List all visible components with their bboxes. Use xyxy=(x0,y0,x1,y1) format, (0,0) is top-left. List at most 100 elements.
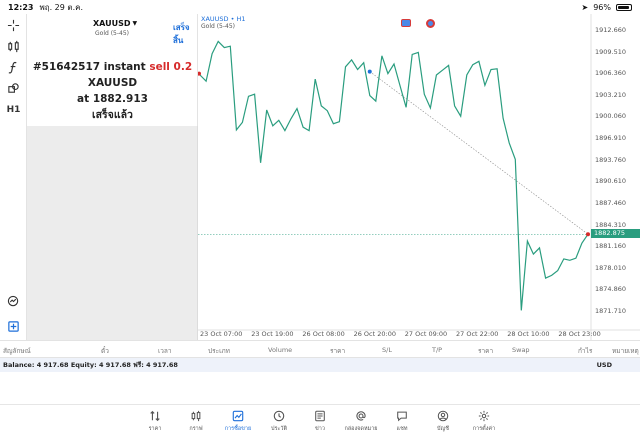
tab-label: ข่าว xyxy=(315,426,325,432)
tab-account[interactable]: บัญชี xyxy=(423,410,463,433)
price-tick-label: 1881.160 xyxy=(595,242,627,251)
price-tick-label: 1906.360 xyxy=(595,69,627,78)
battery-percent: 96% xyxy=(593,2,611,12)
battery-icon xyxy=(616,3,632,11)
tab-label: ราคา xyxy=(148,426,162,432)
price-tick-label: 1878.010 xyxy=(595,263,627,272)
trade-chart-icon xyxy=(232,410,244,422)
col-time: เวลา xyxy=(158,347,172,355)
price-tick-label: 1900.060 xyxy=(595,112,627,121)
tab-label: การตั้งค่า xyxy=(472,426,496,432)
col-symbol: สัญลักษณ์ xyxy=(3,347,31,355)
bottom-tab-bar: ราคา กราฟ การซื้อขาย ประวัติ ข่าว กล่องจ… xyxy=(0,404,640,447)
col-price: ราคา xyxy=(330,347,346,355)
gear-icon xyxy=(478,410,490,422)
col-type: ประเภท xyxy=(208,347,230,355)
time-tick-label: 23 Oct 19:00 xyxy=(251,330,294,338)
chart-subtitle: Gold (5-45) xyxy=(201,23,236,30)
col-swap: Swap xyxy=(512,346,530,354)
time-tick-label: 23 Oct 07:00 xyxy=(200,330,243,338)
balance-text: Balance: 4 917.68 Equity: 4 917.68 ฟรี: … xyxy=(3,361,178,369)
tab-settings[interactable]: การตั้งค่า xyxy=(464,410,504,433)
crosshair-icon[interactable] xyxy=(4,17,23,33)
trade-message: #51642517 instant sell 0.2 XAUUSD at 188… xyxy=(31,59,194,123)
arrows-up-down-icon xyxy=(150,410,160,422)
price-tick-label: 1893.760 xyxy=(595,155,627,164)
order-action: sell 0.2 xyxy=(149,61,193,73)
tab-chat[interactable]: แชท xyxy=(382,410,422,433)
price-chart[interactable]: XAUUSD • H1 Gold (5-45) 1912.660 1909.510… xyxy=(198,14,640,340)
col-tp: T/P xyxy=(432,346,443,354)
time-tick-label: 28 Oct 10:00 xyxy=(507,330,550,338)
price-tick-label: 1871.710 xyxy=(595,307,627,315)
current-price-tag: 1882.875 xyxy=(591,229,640,238)
col-profit: กำไร xyxy=(578,347,593,355)
account-icon xyxy=(437,410,449,422)
candles-icon xyxy=(191,410,201,422)
chart-title: XAUUSD • H1 xyxy=(201,15,246,23)
tab-label: บัญชี xyxy=(437,426,449,432)
tab-label: กราฟ xyxy=(189,426,203,432)
price-tick-label: 1912.660 xyxy=(595,26,627,34)
order-price: 1882.913 xyxy=(92,93,148,105)
col-comment: หมายเหตุ xyxy=(612,347,639,355)
balance-bar: Balance: 4 917.68 Equity: 4 917.68 ฟรี: … xyxy=(0,358,640,372)
time-tick-label: 26 Oct 20:00 xyxy=(353,330,396,338)
panel-background xyxy=(27,126,198,340)
positions-table-header: สัญลักษณ์ ตั๋ว เวลา ประเภท Volume ราคา S… xyxy=(0,340,640,358)
tab-label: กล่องจดหมาย xyxy=(344,426,378,432)
chart-mode-icon[interactable] xyxy=(426,19,435,28)
one-click-trading-icon[interactable] xyxy=(401,19,411,27)
price-tick-label: 1896.910 xyxy=(595,134,627,143)
new-order-icon[interactable] xyxy=(4,318,23,334)
zoom-icon[interactable] xyxy=(4,293,23,309)
symbol-selector[interactable]: XAUUSD ▼ xyxy=(93,19,137,28)
function-icon[interactable] xyxy=(4,59,23,75)
indicators-icon[interactable] xyxy=(4,38,23,54)
symbol-description: Gold (5-45) xyxy=(95,30,130,37)
price-series-line xyxy=(199,40,589,311)
objects-icon[interactable] xyxy=(4,80,23,96)
tab-label: การซื้อขาย xyxy=(224,426,252,432)
done-button[interactable]: เสร็จสิ้น xyxy=(173,23,190,45)
symbol-name: XAUUSD xyxy=(93,19,131,28)
tab-trade[interactable]: การซื้อขาย xyxy=(218,410,258,433)
status-date: พฤ. 29 ต.ค. xyxy=(39,2,84,12)
tab-news[interactable]: ข่าว xyxy=(300,410,340,433)
order-symbol: XAUUSD xyxy=(87,77,138,89)
price-tick-label: 1890.610 xyxy=(595,177,627,186)
left-edge-marker xyxy=(198,71,201,76)
price-tick-label: 1884.310 xyxy=(595,220,627,229)
entry-marker xyxy=(367,69,372,74)
tab-label: ประวัติ xyxy=(270,426,288,432)
status-bar: 12:23 พฤ. 29 ต.ค. ➤ 96% xyxy=(0,0,640,14)
order-prefix: #51642517 instant xyxy=(32,61,146,73)
tab-mailbox[interactable]: กล่องจดหมาย xyxy=(341,410,381,433)
balance-currency: USD xyxy=(596,361,612,369)
price-tick-label: 1909.510 xyxy=(595,47,627,56)
tab-quotes[interactable]: ราคา xyxy=(135,410,175,433)
at-label: at xyxy=(77,93,90,105)
order-status: เสร็จแล้ว xyxy=(92,109,133,121)
status-time: 12:23 xyxy=(8,2,34,12)
location-icon: ➤ xyxy=(581,2,589,12)
tab-chart[interactable]: กราฟ xyxy=(176,410,216,433)
history-clock-icon xyxy=(273,410,285,422)
trade-result-panel: XAUUSD ▼ Gold (5-45) เสร็จสิ้น #51642517… xyxy=(27,14,198,126)
chart-toolbar: H1 xyxy=(0,14,27,340)
price-tick-label: 1874.860 xyxy=(595,285,627,294)
col-volume: Volume xyxy=(268,346,293,354)
price-tick-label: 1887.460 xyxy=(595,198,627,207)
price-tick-label: 1903.210 xyxy=(595,90,627,99)
trade-connector-line xyxy=(369,71,589,235)
col-price-current: ราคา xyxy=(478,347,494,355)
news-icon xyxy=(315,410,325,422)
col-sl: S/L xyxy=(382,346,392,354)
chart-canvas[interactable] xyxy=(198,14,640,340)
exit-marker xyxy=(586,232,590,237)
timeframe-h1-button[interactable]: H1 xyxy=(6,105,21,115)
time-tick-label: 27 Oct 09:00 xyxy=(404,330,448,338)
tab-history[interactable]: ประวัติ xyxy=(259,410,299,433)
time-tick-label: 27 Oct 22:00 xyxy=(456,330,499,338)
chat-icon xyxy=(397,411,407,422)
